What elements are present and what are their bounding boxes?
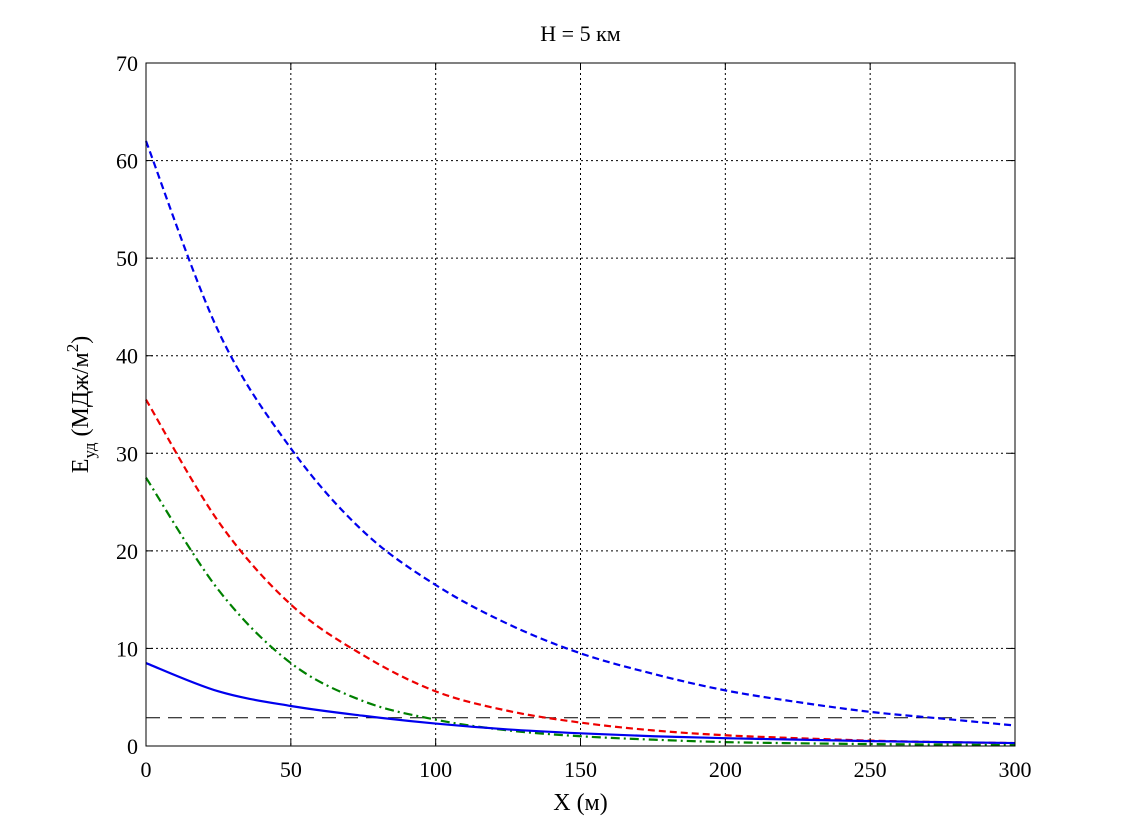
x-tick-label: 0 bbox=[141, 757, 152, 782]
y-axis-label-sup: 2 bbox=[63, 344, 82, 353]
y-axis-label-unit: (МДж/м bbox=[68, 352, 94, 442]
y-axis-label-main: E bbox=[68, 459, 94, 474]
x-tick-label: 250 bbox=[854, 757, 887, 782]
y-axis-label-sub: уд bbox=[80, 442, 99, 458]
y-tick-label: 60 bbox=[116, 149, 138, 174]
y-axis-label: Eуд (МДж/м2) bbox=[63, 336, 99, 473]
y-axis-label-close: ) bbox=[68, 336, 94, 344]
x-axis-label: X (м) bbox=[553, 790, 608, 816]
ticks: 0 50 100 150 200 250 300 0 10 20 30 40 50 60 70 bbox=[116, 51, 1032, 782]
x-tick-label: 100 bbox=[419, 757, 452, 782]
y-tick-label: 30 bbox=[116, 441, 138, 466]
series-line-2 bbox=[145, 399, 1016, 745]
series-line-3 bbox=[145, 477, 1016, 747]
chart-title: H = 5 км bbox=[540, 21, 620, 46]
y-tick-label: 0 bbox=[127, 734, 138, 759]
x-tick-label: 50 bbox=[280, 757, 302, 782]
y-tick-label: 10 bbox=[116, 636, 138, 661]
grid bbox=[146, 63, 1015, 746]
y-tick-label: 40 bbox=[116, 344, 138, 369]
y-tick-label: 70 bbox=[116, 51, 138, 76]
y-tick-label: 20 bbox=[116, 539, 138, 564]
x-tick-label: 200 bbox=[709, 757, 742, 782]
y-tick-label: 50 bbox=[116, 246, 138, 271]
series-line-1 bbox=[144, 140, 1016, 727]
x-tick-label: 150 bbox=[564, 757, 597, 782]
x-tick-label: 300 bbox=[999, 757, 1032, 782]
